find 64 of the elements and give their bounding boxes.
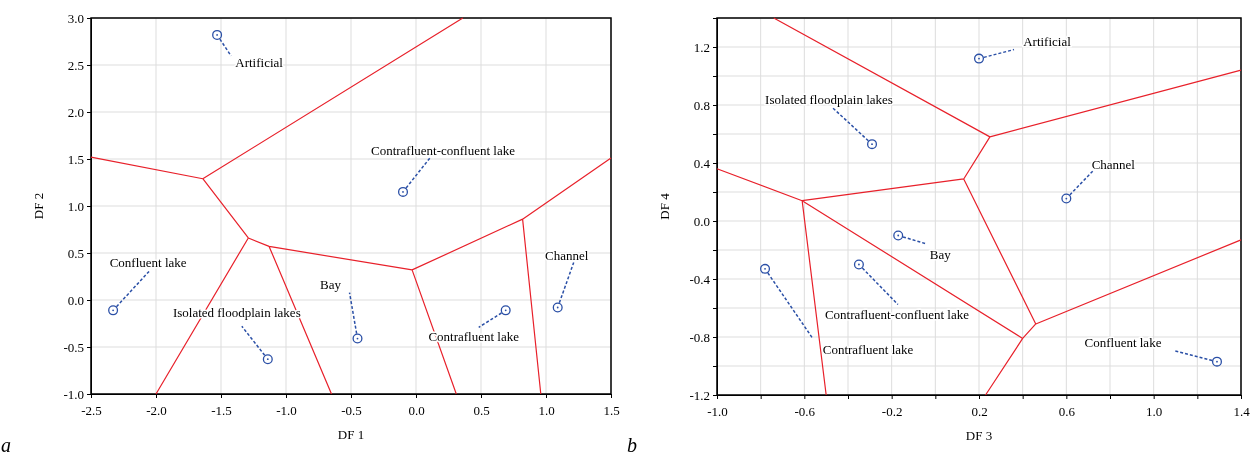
y-tick-label: 0.0 [693,213,710,229]
point [352,333,363,344]
y-tick-label: 0.4 [693,155,711,171]
point [1061,193,1072,204]
y-tick-label: -0.4 [689,271,711,287]
x-axis-title: DF 1 [337,427,365,442]
point [760,263,771,274]
y-axis-title: DF 2 [31,192,46,220]
y-axis-title: DF 4 [657,192,672,220]
point [893,230,904,241]
x-tick-label: -0.6 [794,404,816,420]
x-tick-label: 0.2 [971,404,988,420]
y-tick-label: 2.0 [67,104,84,120]
annotation: Artificial [235,54,284,70]
x-tick-label: -0.2 [881,404,903,420]
point [500,305,511,316]
x-tick-label: 0.6 [1058,404,1076,420]
y-tick-label: -0.8 [689,329,710,345]
y-tick-label: -0.5 [63,339,84,355]
annotation: Contrafluent lake [822,341,914,357]
annotation: Confluent lake [109,255,187,271]
point [1211,356,1222,367]
point [853,259,864,270]
y-tick-label: -1.2 [689,387,710,403]
y-tick-label: 1.0 [67,198,84,214]
annotation: Bay [929,246,952,262]
annotation: Bay [320,276,342,292]
x-tick-label: 0.0 [408,403,425,419]
text: b [627,434,637,455]
y-tick-label: 2.5 [67,57,84,73]
x-tick-label: -2.5 [81,403,102,419]
x-tick-label: 1.0 [538,403,555,419]
x-tick-label: -1.0 [276,403,297,419]
y-tick-label: 0.8 [693,97,710,113]
x-tick-label: 1.0 [1146,404,1163,420]
point [397,186,409,197]
y-tick-label: -1.0 [63,386,84,402]
x-tick-label: 1.5 [603,403,620,419]
point [108,305,119,316]
x-axis-title: DF 3 [965,428,993,443]
point [867,139,878,150]
y-tick-label: 0.5 [67,245,84,261]
y-tick-label: 3.0 [67,10,84,26]
annotation: Artificial [1023,33,1072,49]
y-tick-label: 1.5 [67,151,84,167]
point [212,29,223,40]
point [262,354,273,365]
point [552,302,563,313]
y-tick-label: 1.2 [693,39,710,55]
annotation: Contrafluent-confluent lake [370,142,516,158]
x-tick-label: -2.0 [146,403,167,419]
point [973,53,985,64]
annotation: Isolated floodplain lakes [765,92,893,108]
annotation: Channel [545,247,589,263]
x-tick-label: 0.5 [473,403,490,419]
y-tick-label: 0.0 [67,292,84,308]
annotation: Confluent lake [1084,334,1162,350]
x-tick-label: 1.4 [1233,404,1250,420]
x-tick-label: -1.0 [707,404,728,420]
annotation: Channel [1091,156,1136,172]
annotation: Contrafluent-confluent lake [824,306,970,322]
x-tick-label: -0.5 [341,403,362,419]
x-tick-label: -1.5 [211,403,232,419]
text: a [1,434,11,455]
